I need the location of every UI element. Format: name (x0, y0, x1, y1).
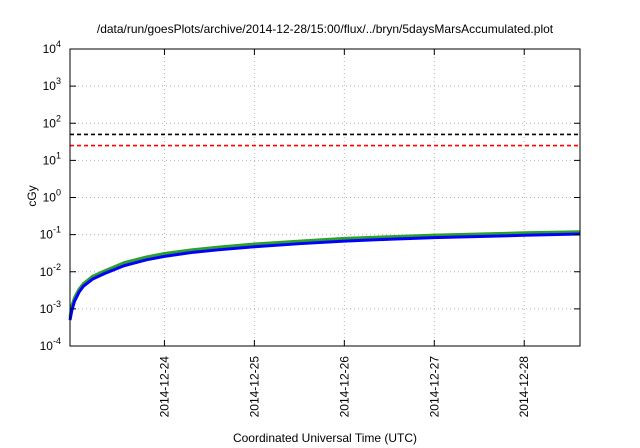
x-tick-label: 2014-12-25 (247, 356, 261, 418)
y-tick-label: 100 (43, 188, 61, 205)
x-axis-label: Coordinated Universal Time (UTC) (233, 431, 417, 445)
y-tick-label: 104 (43, 39, 61, 56)
y-tick-exponent: 3 (56, 76, 61, 86)
y-axis-label: cGy (25, 185, 39, 206)
ticks (70, 48, 580, 347)
x-tick-label: 2014-12-26 (337, 356, 351, 418)
x-tick-label: 2014-12-28 (517, 356, 531, 418)
y-tick-label: 101 (43, 150, 61, 167)
series-group (68, 230, 581, 321)
y-tick-label: 10-2 (40, 262, 61, 279)
x-tick-label: 2014-12-24 (157, 356, 171, 418)
y-tick-mantissa: 10 (43, 153, 57, 167)
y-tick-exponent: 4 (56, 39, 61, 49)
y-tick-exponent: -3 (53, 299, 61, 309)
y-tick-label: 10-1 (40, 225, 61, 242)
y-tick-exponent: -2 (53, 262, 61, 272)
y-tick-exponent: -4 (53, 336, 61, 346)
y-tick-mantissa: 10 (40, 339, 54, 353)
y-tick-mantissa: 10 (40, 228, 54, 242)
y-tick-exponent: 2 (56, 113, 61, 123)
chart-title: /data/run/goesPlots/archive/2014-12-28/1… (97, 22, 554, 36)
y-tick-mantissa: 10 (43, 116, 57, 130)
y-tick-label: 10-4 (40, 336, 61, 353)
y-tick-label: 102 (43, 113, 61, 130)
grid (70, 49, 580, 346)
y-tick-exponent: 1 (56, 150, 61, 160)
y-tick-exponent: -1 (53, 225, 61, 235)
reference-lines (70, 133, 580, 147)
y-tick-label: 10-3 (40, 299, 61, 316)
y-tick-exponent: 0 (56, 188, 61, 198)
x-tick-labels: 2014-12-24 2014-12-25 2014-12-26 2014-12-27… (157, 356, 531, 418)
y-tick-mantissa: 10 (43, 79, 57, 93)
y-tick-mantissa: 10 (43, 191, 57, 205)
y-tick-mantissa: 10 (40, 265, 54, 279)
y-tick-mantissa: 10 (43, 42, 57, 56)
y-tick-label: 103 (43, 76, 61, 93)
series-line (68, 230, 581, 318)
x-tick-label: 2014-12-27 (427, 356, 441, 418)
series-line (68, 232, 581, 321)
y-tick-mantissa: 10 (40, 302, 54, 316)
